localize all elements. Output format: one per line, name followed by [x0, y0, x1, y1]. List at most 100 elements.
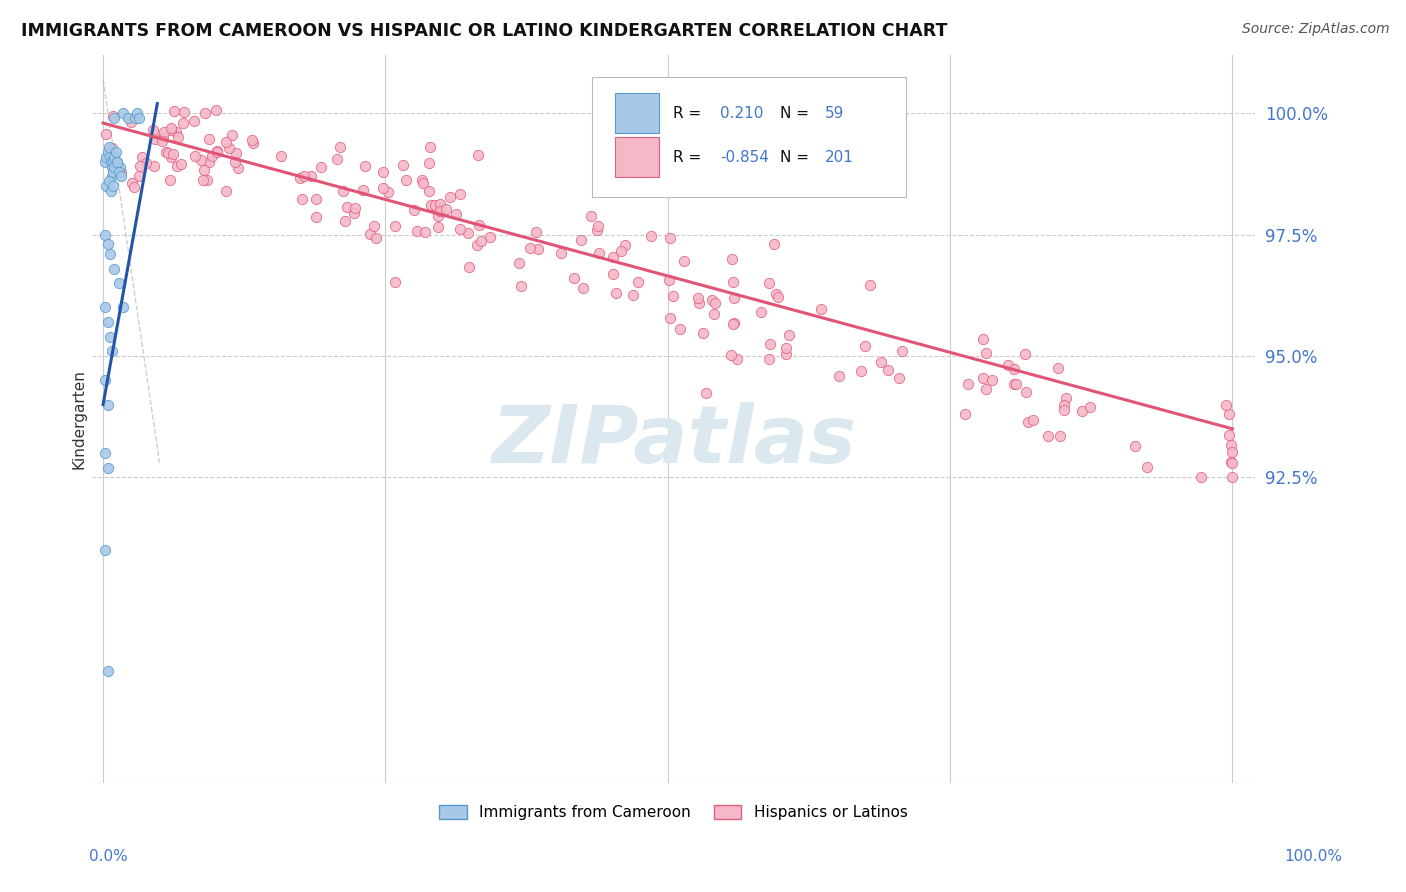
- Point: [94, 301, 117, 315]
- Point: [458, 260, 481, 274]
- Point: [1005, 376, 1028, 391]
- Point: [352, 183, 374, 197]
- Point: [725, 351, 748, 366]
- Point: [876, 362, 898, 376]
- Text: R =: R =: [673, 106, 707, 121]
- Point: [426, 210, 449, 224]
- Point: [97, 665, 120, 679]
- Point: [391, 158, 413, 172]
- Point: [849, 364, 872, 378]
- Point: [413, 225, 436, 239]
- Point: [193, 163, 215, 178]
- Point: [614, 238, 637, 252]
- Point: [1052, 402, 1074, 417]
- Point: [94, 543, 117, 558]
- Text: Source: ZipAtlas.com: Source: ZipAtlas.com: [1241, 22, 1389, 37]
- Point: [759, 336, 782, 351]
- FancyBboxPatch shape: [616, 137, 659, 178]
- Point: [160, 150, 183, 164]
- Point: [226, 161, 249, 176]
- Point: [242, 136, 264, 150]
- Point: [108, 164, 131, 178]
- Point: [688, 295, 710, 310]
- Point: [294, 169, 316, 184]
- Point: [449, 222, 471, 236]
- Point: [103, 155, 125, 169]
- Point: [108, 160, 131, 174]
- Point: [166, 159, 188, 173]
- Text: 59: 59: [825, 106, 844, 121]
- Point: [371, 180, 394, 194]
- Point: [205, 145, 228, 159]
- Point: [107, 160, 129, 174]
- Point: [672, 254, 695, 268]
- Point: [703, 307, 725, 321]
- Point: [183, 114, 205, 128]
- Point: [150, 134, 173, 148]
- Point: [100, 155, 122, 169]
- Point: [429, 203, 451, 218]
- Point: [124, 112, 146, 126]
- Point: [972, 370, 994, 384]
- Point: [627, 275, 650, 289]
- Point: [121, 177, 143, 191]
- Point: [427, 219, 450, 234]
- Point: [112, 301, 135, 315]
- Point: [167, 129, 190, 144]
- Point: [170, 157, 193, 171]
- Text: N =: N =: [780, 106, 814, 121]
- Point: [97, 237, 120, 252]
- Point: [162, 147, 184, 161]
- Point: [124, 179, 146, 194]
- Point: [418, 184, 440, 198]
- Point: [439, 190, 461, 204]
- Text: 100.0%: 100.0%: [1285, 849, 1343, 864]
- Point: [586, 223, 609, 237]
- Point: [131, 150, 153, 164]
- Point: [686, 291, 709, 305]
- Text: N =: N =: [780, 150, 814, 164]
- Point: [198, 132, 221, 146]
- Point: [524, 225, 547, 239]
- Point: [159, 173, 181, 187]
- Point: [108, 277, 131, 291]
- Point: [423, 198, 446, 212]
- Point: [1220, 455, 1243, 469]
- Point: [1054, 391, 1077, 405]
- Point: [411, 173, 433, 187]
- Point: [956, 376, 979, 391]
- Point: [763, 236, 786, 251]
- Point: [974, 382, 997, 396]
- Point: [889, 371, 911, 385]
- Point: [103, 164, 125, 178]
- Point: [191, 173, 214, 187]
- Point: [96, 179, 118, 194]
- Point: [110, 169, 132, 184]
- Point: [478, 230, 501, 244]
- Point: [1215, 398, 1237, 412]
- Point: [104, 145, 127, 160]
- Point: [470, 234, 492, 248]
- Point: [305, 210, 328, 224]
- Point: [103, 150, 125, 164]
- Point: [775, 341, 797, 355]
- Point: [419, 140, 441, 154]
- Point: [581, 209, 603, 223]
- Point: [1136, 459, 1159, 474]
- Point: [128, 112, 150, 126]
- Point: [101, 344, 124, 359]
- Text: 0.0%: 0.0%: [89, 849, 128, 864]
- Point: [100, 184, 122, 198]
- Point: [225, 146, 247, 161]
- Point: [720, 348, 742, 362]
- Point: [1046, 360, 1069, 375]
- Point: [749, 305, 772, 319]
- Point: [658, 231, 681, 245]
- Point: [103, 261, 125, 276]
- Point: [1218, 407, 1240, 421]
- Point: [94, 227, 117, 242]
- Point: [112, 106, 135, 120]
- Point: [108, 164, 131, 178]
- Point: [325, 152, 347, 166]
- Point: [105, 155, 128, 169]
